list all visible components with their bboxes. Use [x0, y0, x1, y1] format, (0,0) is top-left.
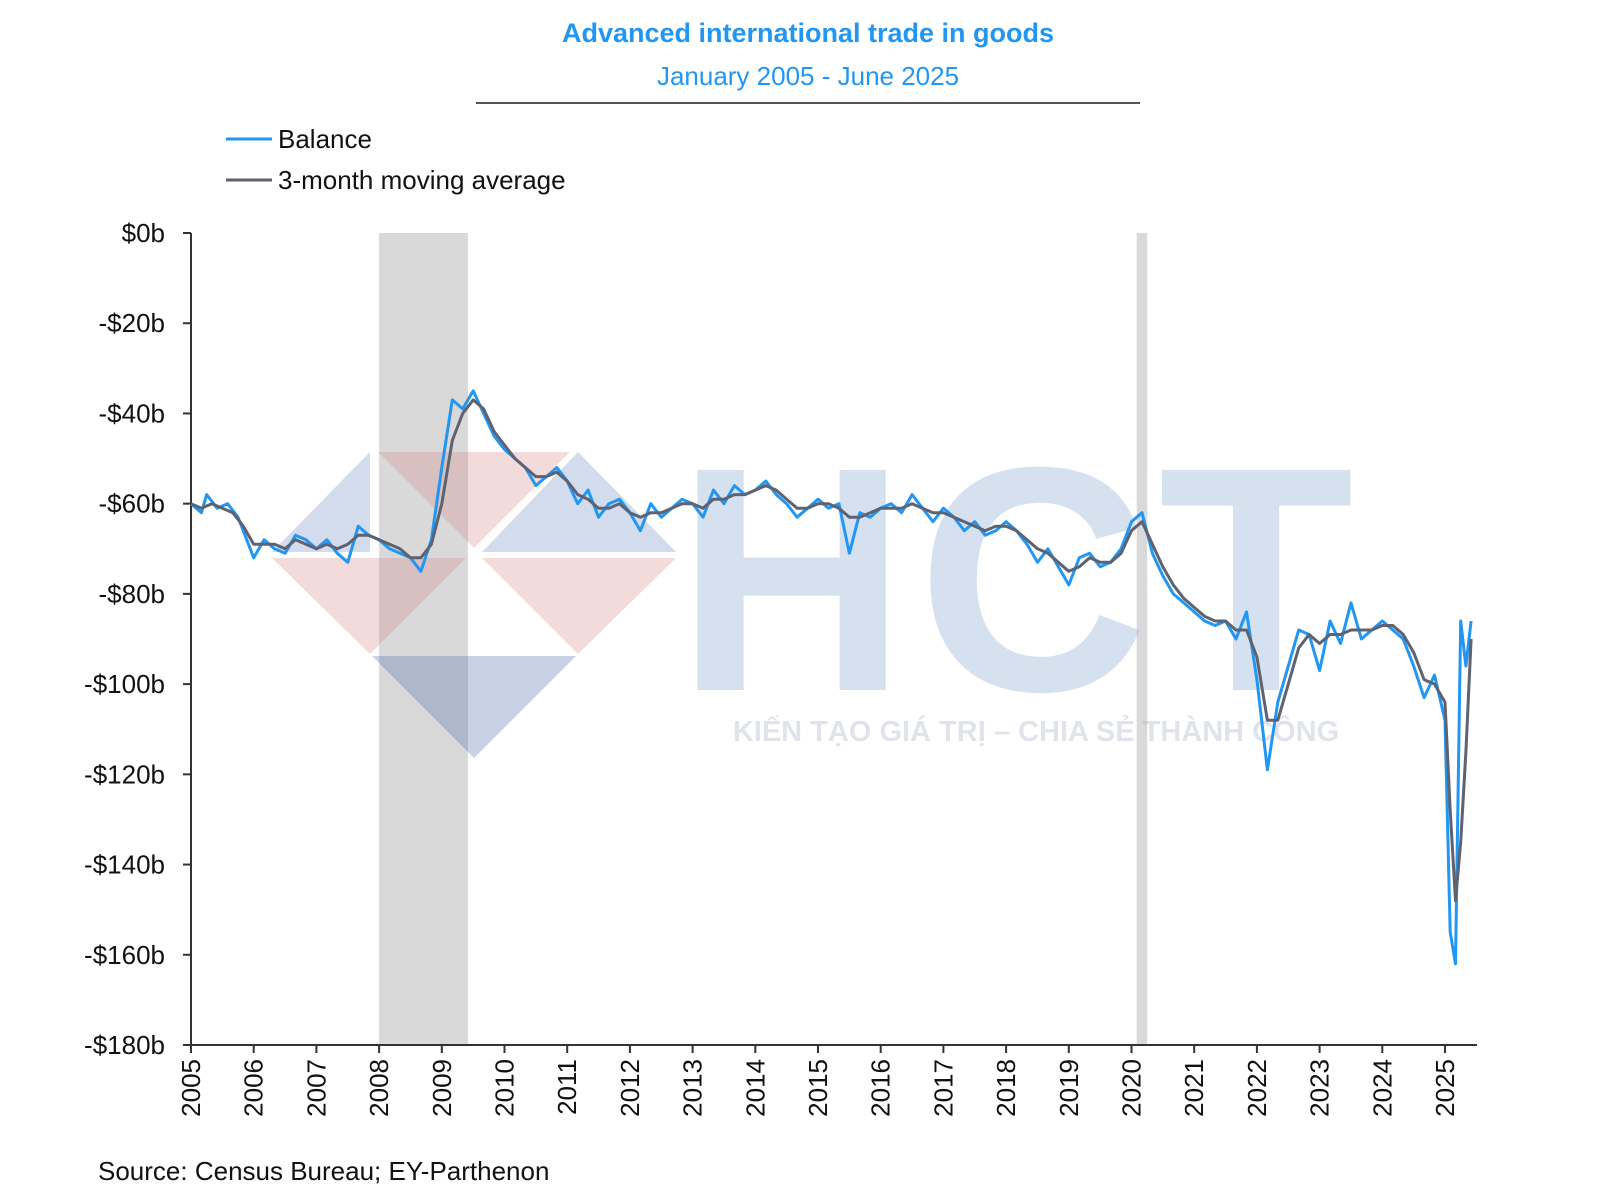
y-tick-label: -$180b	[84, 1030, 165, 1060]
y-tick-label: -$60b	[99, 489, 166, 519]
x-tick-label: 2010	[490, 1059, 520, 1117]
x-tick-label: 2017	[928, 1059, 958, 1117]
y-tick-label: -$120b	[84, 759, 165, 789]
y-ticks: $0b -$20b -$40b -$60b -$80b -$100b -$120b -$140…	[84, 218, 191, 1060]
legend: Balance 3-month moving average	[226, 124, 566, 195]
y-tick-label: -$20b	[99, 308, 166, 338]
chart-title: Advanced international trade in goods	[562, 18, 1054, 48]
x-tick-label: 2022	[1242, 1059, 1272, 1117]
x-tick-label: 2016	[866, 1059, 896, 1117]
y-tick-label: -$140b	[84, 850, 165, 880]
watermark-diamond-red-left	[272, 558, 466, 654]
watermark-diamond-red-right	[482, 558, 676, 654]
x-tick-label: 2025	[1430, 1059, 1460, 1117]
y-tick-label: -$100b	[84, 669, 165, 699]
watermark-diamond-red-center	[378, 452, 570, 548]
watermark-diamond-blue-left	[272, 452, 370, 552]
legend-label-balance: Balance	[278, 124, 372, 154]
x-tick-label: 2013	[678, 1059, 708, 1117]
x-tick-label: 2021	[1179, 1059, 1209, 1117]
x-tick-label: 2020	[1117, 1059, 1147, 1117]
x-tick-label: 2011	[552, 1059, 582, 1115]
y-tick-label: -$160b	[84, 940, 165, 970]
x-tick-label: 2012	[615, 1059, 645, 1117]
balance-line	[190, 389, 1473, 966]
watermark: HCT KIẾN TẠO GIÁ TRỊ – CHIA SẺ THÀNH CÔN…	[272, 400, 1364, 758]
watermark-diamond-blue-bottom	[372, 656, 576, 758]
y-tick-label: $0b	[122, 218, 165, 248]
x-tick-label: 2009	[427, 1059, 457, 1117]
x-tick-label: 2015	[803, 1059, 833, 1117]
watermark-tagline: KIẾN TẠO GIÁ TRỊ – CHIA SẺ THÀNH CÔNG	[733, 714, 1339, 748]
watermark-letters: HCT	[676, 400, 1364, 758]
recession-shading	[379, 233, 1148, 1045]
x-tick-label: 2008	[364, 1059, 394, 1117]
moving-average-line	[190, 398, 1473, 903]
chart-subtitle: January 2005 - June 2025	[657, 61, 959, 91]
x-ticks: 2005 2006 2007 2008 2009 2010 2011 2012 2013 2014…	[176, 1045, 1460, 1117]
y-tick-label: -$40b	[99, 398, 166, 428]
legend-label-moving-average: 3-month moving average	[278, 165, 566, 195]
x-tick-label: 2019	[1054, 1059, 1084, 1117]
x-tick-label: 2023	[1305, 1059, 1335, 1117]
y-tick-label: -$80b	[99, 579, 166, 609]
axes	[190, 233, 1477, 1046]
recession-band-2	[1136, 233, 1148, 1045]
x-tick-label: 2024	[1367, 1059, 1397, 1117]
x-tick-label: 2006	[239, 1059, 269, 1117]
x-tick-label: 2014	[740, 1059, 770, 1117]
source-note: Source: Census Bureau; EY-Parthenon	[98, 1156, 549, 1186]
recession-band-1	[379, 233, 468, 1045]
x-tick-label: 2005	[176, 1059, 206, 1117]
series-lines	[190, 389, 1473, 966]
x-tick-label: 2018	[991, 1059, 1021, 1117]
x-tick-label: 2007	[301, 1059, 331, 1117]
